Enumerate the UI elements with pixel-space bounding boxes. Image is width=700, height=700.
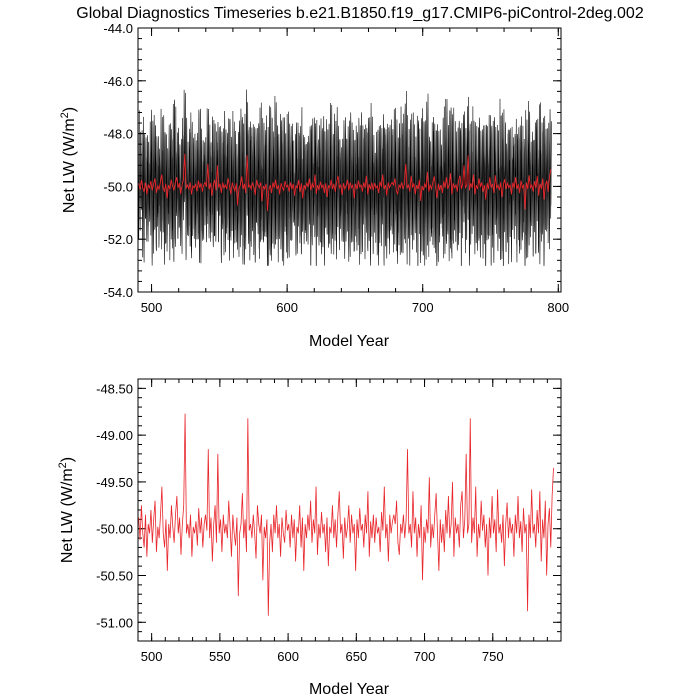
bottom-y-tick-label: -50.00 (96, 522, 133, 537)
top-monthly-line (137, 89, 552, 266)
bottom-y-tick-label: -51.00 (96, 615, 133, 630)
bottom-plot-frame (137, 378, 562, 642)
bottom-y-tick-label: -49.50 (96, 475, 133, 490)
bottom-x-tick-label: 500 (141, 649, 163, 664)
bottom-annual-series (138, 413, 554, 616)
bottom-tick-labels: -51.00 -50.50 -50.00 -49.50 -49.00 -48.50 500 5… (96, 381, 504, 664)
top-y-tick-label: -44.0 (103, 21, 133, 36)
top-annual-series (138, 153, 552, 211)
bottom-y-axis-title: Net LW (W/m2) (57, 457, 76, 563)
bottom-y-tick-label: -48.50 (96, 381, 133, 396)
bottom-axis-ticks (137, 378, 562, 642)
top-x-axis-title: Model Year (309, 333, 390, 350)
top-annual-line (138, 153, 552, 211)
top-y-tick-label: -52.0 (103, 232, 133, 247)
bottom-x-tick-label: 650 (345, 649, 367, 664)
top-y-tick-label: -54.0 (103, 285, 133, 300)
top-x-tick-label: 600 (276, 300, 298, 315)
bottom-x-tick-label: 550 (209, 649, 231, 664)
bottom-x-tick-label: 700 (414, 649, 436, 664)
top-monthly-series (137, 89, 552, 266)
bottom-y-tick-label: -50.50 (96, 569, 133, 584)
top-x-tick-label: 500 (141, 300, 163, 315)
bottom-annual-line (138, 413, 554, 616)
top-x-tick-label: 800 (547, 300, 569, 315)
top-y-tick-label: -46.0 (103, 74, 133, 89)
top-axis-ticks (138, 27, 561, 293)
bottom-x-axis-title: Model Year (309, 681, 390, 698)
chart-title: Global Diagnostics Timeseries b.e21.B185… (76, 5, 644, 22)
bottom-y-tick-label: -49.00 (96, 428, 133, 443)
bottom-x-tick-label: 750 (482, 649, 504, 664)
top-x-tick-label: 700 (412, 300, 434, 315)
bottom-x-tick-label: 600 (277, 649, 299, 664)
bottom-panel: -51.00 -50.50 -50.00 -49.50 -49.00 -48.50 500 5… (57, 378, 562, 698)
top-tick-labels: -54.0 -52.0 -50.0 -48.0 -46.0 -44.0 500 600 700 8… (103, 21, 569, 315)
top-y-tick-label: -48.0 (103, 127, 133, 142)
top-y-axis-title: Net LW (W/m2) (59, 107, 78, 213)
top-panel: -54.0 -52.0 -50.0 -48.0 -46.0 -44.0 500 600 700 8… (59, 21, 569, 350)
top-y-tick-label: -50.0 (103, 179, 133, 194)
